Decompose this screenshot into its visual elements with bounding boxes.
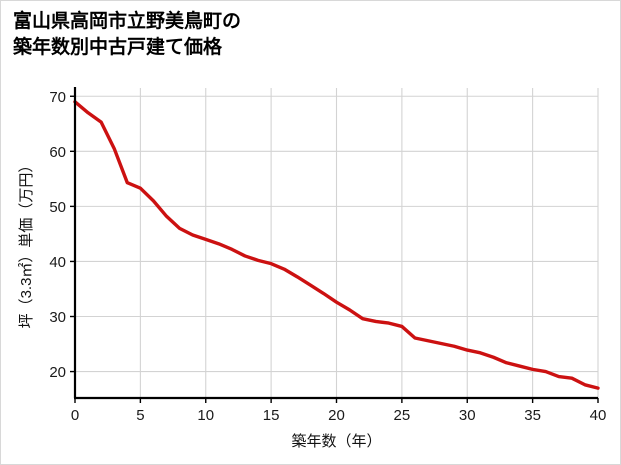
x-tick-label: 30 <box>459 407 476 424</box>
axis-layer <box>73 87 598 400</box>
y-tick-label: 40 <box>49 254 66 271</box>
x-axis-title: 築年数（年） <box>291 432 381 450</box>
y-tick-label: 30 <box>49 309 66 326</box>
x-tick-label: 0 <box>71 407 79 424</box>
x-tick-label: 40 <box>590 407 607 424</box>
series-layer <box>73 100 600 390</box>
x-tick-label: 35 <box>524 407 541 424</box>
grid-layer <box>75 88 599 398</box>
x-tick-label: 5 <box>136 407 144 424</box>
y-tick-label: 60 <box>49 144 66 161</box>
tick-layer: 20 30 40 50 60 70 0 5 10 15 20 25 30 35 40 <box>49 89 606 424</box>
x-tick-label: 10 <box>197 407 214 424</box>
y-tick-label: 20 <box>49 364 66 381</box>
y-tick-label: 70 <box>49 89 66 106</box>
page-title: 富山県高岡市立野美鳥町の 築年数別中古戸建て価格 <box>13 11 242 58</box>
x-tick-label: 20 <box>328 407 345 424</box>
axis-label-layer: 築年数（年） 坪（3.3㎡）単価（万円） <box>18 158 382 450</box>
y-axis-title: 坪（3.3㎡）単価（万円） <box>18 158 35 329</box>
x-tick-label: 25 <box>394 407 411 424</box>
data-series-line <box>73 100 600 390</box>
y-tick-label: 50 <box>49 199 66 216</box>
x-tick-label: 15 <box>263 407 280 424</box>
